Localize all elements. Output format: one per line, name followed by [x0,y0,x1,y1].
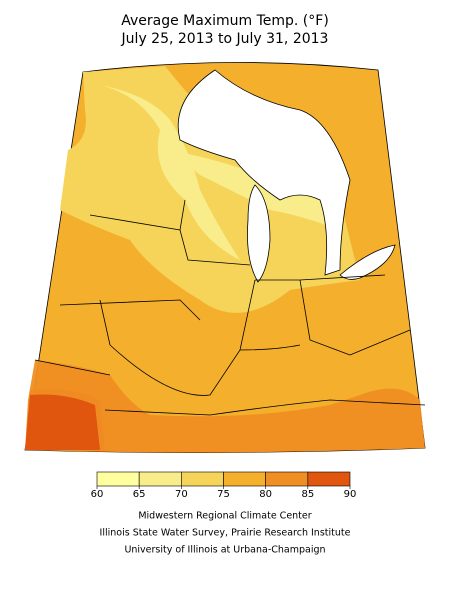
map [24,62,426,453]
legend-swatch [265,471,309,487]
legend-tick-label: 80 [259,489,272,500]
legend-swatch [96,471,140,487]
legend-tick-label: 75 [217,489,230,500]
legend-swatch [138,471,182,487]
legend-tick-label: 60 [91,489,104,500]
credit-line: Illinois State Water Survey, Prairie Res… [100,528,351,539]
legend-tick-label: 90 [344,489,357,500]
legend: 60 65 70 75 80 85 90 [91,471,357,500]
legend-swatch [181,471,224,487]
legend-tick-label: 65 [133,489,146,500]
legend-swatch [223,471,266,487]
legend-tick-label: 85 [301,489,314,500]
legend-tick-label: 70 [175,489,188,500]
title-line: July 25, 2013 to July 31, 2013 [121,31,329,47]
credit-line: Midwestern Regional Climate Center [138,511,311,522]
credit-line: University of Illinois at Urbana-Champai… [124,545,325,556]
title-line: Average Maximum Temp. (°F) [121,13,329,29]
legend-swatch [307,471,351,487]
